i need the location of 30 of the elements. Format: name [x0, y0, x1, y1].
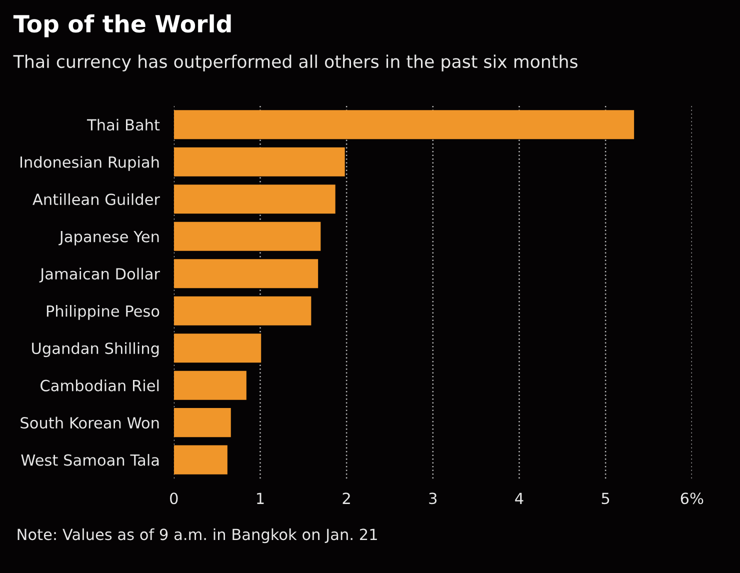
bar: [174, 408, 231, 438]
y-tick-label: Antillean Guilder: [32, 193, 160, 206]
bar: [174, 370, 246, 400]
bar: [174, 147, 345, 176]
x-tick-label: 0: [170, 492, 178, 504]
y-tick-label: West Samoan Tala: [21, 454, 159, 466]
x-tick-label: 1: [257, 492, 264, 504]
x-tick-label: 3: [429, 492, 437, 504]
x-tick-label: 2: [342, 492, 350, 504]
bar: [174, 222, 321, 251]
y-tick-label: South Korean Won: [20, 416, 159, 429]
y-tick-label: Indonesian Rupiah: [20, 156, 159, 171]
y-tick-label: Thai Baht: [86, 118, 160, 131]
chart-title: Top of the World: [13, 14, 231, 38]
x-tick-label: 4: [515, 492, 524, 504]
bar: [174, 184, 336, 214]
y-tick-label: Cambodian Riel: [40, 380, 159, 392]
bar: [174, 334, 262, 363]
bar: [174, 296, 312, 326]
y-tick-label: Philippine Peso: [46, 305, 160, 320]
y-tick-label: Ugandan Shilling: [32, 342, 159, 358]
bar: [174, 259, 318, 288]
y-tick-label: Jamaican Dollar: [39, 268, 160, 282]
chart-subtitle: Thai currency has outperformed all others in the past six months: [13, 54, 578, 72]
bar: [174, 445, 228, 474]
bar: [174, 110, 634, 140]
x-tick-label: 5: [602, 492, 610, 504]
text: Note: Values as of 9 a.m. in Bangkok on Jan. 21: [18, 528, 377, 544]
y-tick-label: Japanese Yen: [58, 231, 159, 246]
x-tick-label: 6%: [680, 492, 704, 504]
